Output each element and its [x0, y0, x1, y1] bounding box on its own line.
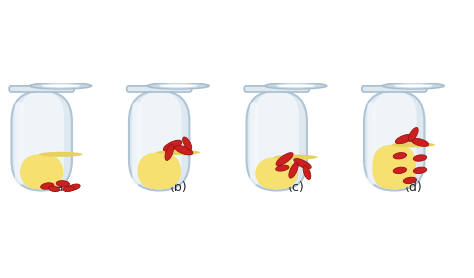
- Ellipse shape: [392, 142, 435, 147]
- Ellipse shape: [164, 140, 182, 151]
- Ellipse shape: [157, 84, 200, 88]
- Ellipse shape: [56, 181, 70, 187]
- Ellipse shape: [182, 137, 191, 150]
- Ellipse shape: [393, 167, 407, 173]
- Ellipse shape: [41, 183, 54, 189]
- Ellipse shape: [409, 128, 418, 142]
- Ellipse shape: [276, 165, 289, 171]
- Ellipse shape: [413, 167, 427, 173]
- Ellipse shape: [39, 152, 82, 157]
- Text: (b): (b): [169, 181, 187, 194]
- Ellipse shape: [48, 186, 60, 192]
- FancyBboxPatch shape: [137, 91, 182, 189]
- FancyBboxPatch shape: [132, 102, 141, 185]
- Ellipse shape: [289, 163, 298, 178]
- FancyBboxPatch shape: [244, 86, 309, 92]
- FancyBboxPatch shape: [20, 154, 64, 189]
- Ellipse shape: [411, 138, 428, 146]
- Ellipse shape: [147, 83, 209, 89]
- FancyBboxPatch shape: [246, 91, 307, 190]
- Ellipse shape: [274, 84, 317, 88]
- Ellipse shape: [294, 158, 311, 169]
- FancyBboxPatch shape: [250, 102, 259, 185]
- Text: (a): (a): [52, 181, 70, 194]
- FancyBboxPatch shape: [127, 86, 191, 92]
- FancyBboxPatch shape: [129, 91, 190, 190]
- FancyBboxPatch shape: [11, 91, 72, 190]
- Text: (d): (d): [404, 181, 422, 194]
- Ellipse shape: [393, 153, 407, 159]
- FancyBboxPatch shape: [367, 102, 376, 185]
- FancyBboxPatch shape: [364, 91, 425, 190]
- Ellipse shape: [156, 150, 200, 155]
- FancyBboxPatch shape: [373, 145, 416, 189]
- FancyBboxPatch shape: [255, 91, 299, 189]
- FancyBboxPatch shape: [255, 157, 299, 189]
- Ellipse shape: [395, 134, 413, 144]
- Ellipse shape: [63, 186, 74, 192]
- Ellipse shape: [175, 145, 193, 155]
- FancyBboxPatch shape: [137, 152, 181, 189]
- FancyBboxPatch shape: [362, 86, 427, 92]
- Ellipse shape: [30, 83, 91, 89]
- Ellipse shape: [274, 155, 318, 160]
- Ellipse shape: [40, 84, 82, 88]
- Text: (c): (c): [287, 181, 304, 194]
- Ellipse shape: [265, 83, 327, 89]
- Ellipse shape: [392, 84, 434, 88]
- Ellipse shape: [165, 145, 173, 160]
- Ellipse shape: [403, 177, 417, 183]
- Ellipse shape: [413, 155, 427, 161]
- Ellipse shape: [276, 153, 293, 166]
- Ellipse shape: [68, 184, 80, 190]
- FancyBboxPatch shape: [372, 91, 417, 189]
- Ellipse shape: [383, 83, 444, 89]
- FancyBboxPatch shape: [15, 102, 24, 185]
- FancyBboxPatch shape: [19, 91, 64, 189]
- FancyBboxPatch shape: [9, 86, 74, 92]
- Ellipse shape: [303, 166, 311, 180]
